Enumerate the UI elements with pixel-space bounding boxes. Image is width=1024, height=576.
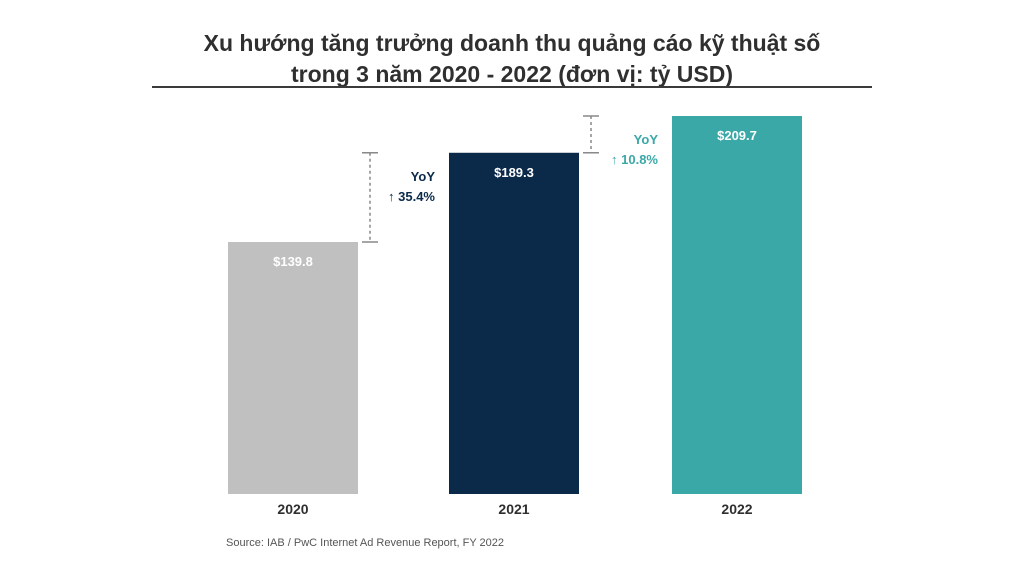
data-label-2020: $139.8 [273, 254, 313, 269]
source-note: Source: IAB / PwC Internet Ad Revenue Re… [226, 537, 505, 549]
yoy-label-2021: YoY [411, 169, 436, 184]
yoy-value-2022: ↑ 10.8% [611, 152, 658, 167]
data-label-2021: $189.3 [494, 165, 534, 180]
chart-title-line-1: Xu hướng tăng trưởng doanh thu quảng cáo… [203, 30, 821, 56]
x-tick-label-2020: 2020 [277, 501, 308, 517]
bar-2021 [449, 152, 579, 495]
x-tick-label-2022: 2022 [721, 501, 752, 517]
yoy-value-2021: ↑ 35.4% [388, 189, 435, 204]
chart-title-line-2: trong 3 năm 2020 - 2022 (đơn vị: tỷ USD) [291, 61, 733, 87]
title-divider [152, 86, 872, 88]
yoy-label-2022: YoY [634, 132, 659, 147]
bar-2022 [672, 116, 802, 494]
bar-2020 [228, 242, 358, 494]
data-label-2022: $209.7 [717, 128, 757, 143]
x-tick-label-2021: 2021 [498, 501, 529, 517]
